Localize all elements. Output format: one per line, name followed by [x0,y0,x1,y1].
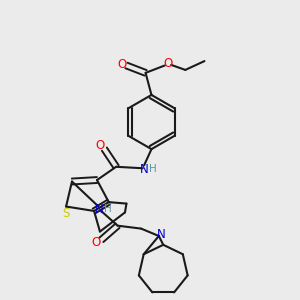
Text: H: H [149,164,157,174]
Text: H: H [104,205,112,214]
Text: O: O [164,57,173,70]
Text: O: O [92,236,101,249]
Text: N: N [140,163,148,176]
Text: N: N [157,228,166,241]
Text: N: N [95,203,103,216]
Text: O: O [117,58,126,70]
Text: S: S [62,206,69,220]
Text: O: O [95,139,105,152]
